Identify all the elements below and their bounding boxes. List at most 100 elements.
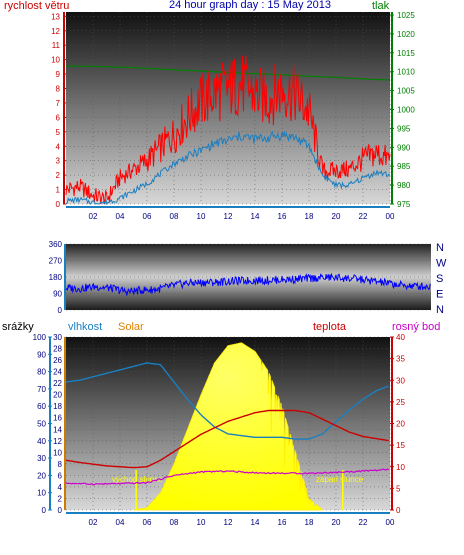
panel1-time-tick-label: 22 (359, 212, 368, 221)
pressure-series-line (65, 65, 391, 81)
panel1-time-tick-label: 20 (332, 212, 341, 221)
wind-speed-tick-label: 6 (56, 113, 61, 122)
panel1-time-tick-label: 04 (116, 212, 125, 221)
compass-tick-label: N (436, 304, 444, 316)
compass-tick-label: N (436, 242, 444, 254)
solar-tick-label: 14 (53, 425, 62, 434)
wind-speed-tick-label: 8 (56, 85, 61, 94)
wind-speed-tick-label: 12 (51, 27, 60, 36)
panel3-time-tick-label: 12 (224, 518, 233, 527)
pressure-tick-label: 975 (397, 200, 411, 209)
pressure-tick-label: 1000 (397, 106, 415, 115)
panel1-time-tick-label: 14 (251, 212, 260, 221)
rain-tick-label: 50 (37, 420, 46, 429)
wind-speed-tick-label: 1 (56, 186, 61, 195)
pressure-tick-label: 1015 (397, 49, 415, 58)
compass-tick-label: S (436, 273, 443, 285)
wind-speed-tick-label: 0 (56, 200, 61, 209)
wind-speed-tick-label: 13 (51, 12, 60, 21)
humidity-series-line (65, 362, 389, 440)
wind-speed-tick-label: 4 (56, 142, 61, 151)
rain-tick-label: 90 (37, 350, 46, 359)
panel1-time-tick-label: 02 (89, 212, 98, 221)
wind-speed-tick-label: 11 (52, 41, 61, 50)
pressure-tick-label: 1005 (397, 87, 415, 96)
solar-tick-label: 24 (53, 368, 62, 377)
solar-tick-label: 20 (53, 391, 62, 400)
dewpoint-axis-label: rosný bod (392, 321, 440, 333)
panel1-time-tick-label: 12 (224, 212, 233, 221)
rain-tick-label: 10 (37, 489, 46, 498)
panel1-time-tick-label: 10 (197, 212, 206, 221)
sunset-annotation: západ slunce (316, 475, 364, 484)
wind-speed-tick-label: 10 (51, 56, 60, 65)
pressure-tick-label: 1025 (397, 11, 415, 20)
solar-tick-label: 28 (53, 345, 62, 354)
panel3-time-tick-label: 18 (305, 518, 314, 527)
panel2-plot-area (66, 244, 431, 310)
solar-tick-label: 10 (53, 448, 62, 457)
solar-tick-label: 6 (58, 471, 63, 480)
compass-tick-label: W (436, 258, 447, 270)
panel1-time-tick-label: 08 (170, 212, 179, 221)
panel3-time-tick-label: 02 (89, 518, 98, 527)
rain-tick-label: 0 (42, 506, 47, 515)
panel3-time-tick-label: 06 (143, 518, 152, 527)
rain-tick-label: 80 (37, 368, 46, 377)
panel3-time-tick-label: 22 (359, 518, 368, 527)
pressure-tick-label: 995 (397, 124, 411, 133)
pressure-axis-label: tlak (372, 0, 390, 12)
pressure-tick-label: 990 (397, 143, 411, 152)
chart-marks: 0123456789101112139759809859909951000100… (33, 11, 447, 527)
temperature-tick-label: 15 (396, 441, 405, 450)
rain-axis-label: srážky (2, 321, 34, 333)
solar-tick-label: 22 (53, 379, 62, 388)
temperature-series-line (65, 409, 389, 469)
temperature-axis-label: teplota (313, 321, 347, 333)
solar-tick-label: 26 (53, 356, 62, 365)
temperature-tick-label: 30 (396, 376, 405, 385)
temperature-tick-label: 10 (396, 463, 405, 472)
panel3-time-tick-label: 00 (386, 518, 395, 527)
wind-direction-tick-label: 0 (58, 306, 63, 315)
solar-axis-label: Solar (118, 321, 144, 333)
wind-speed-tick-label: 3 (56, 157, 61, 166)
solar-tick-label: 30 (53, 333, 62, 342)
compass-tick-label: E (436, 289, 443, 301)
panel1-time-tick-label: 16 (278, 212, 287, 221)
panel1-time-tick-label: 18 (305, 212, 314, 221)
panel3-time-tick-label: 16 (278, 518, 287, 527)
wind-direction-tick-label: 360 (49, 240, 63, 249)
rain-tick-label: 70 (37, 385, 46, 394)
wind-speed-tick-label: 5 (56, 128, 61, 137)
humidity-axis-label: vlhkost (68, 321, 102, 333)
sunrise-annotation: východ slunce (112, 475, 163, 484)
temperature-tick-label: 20 (396, 420, 405, 429)
solar-tick-label: 0 (58, 506, 63, 515)
rain-tick-label: 30 (37, 454, 46, 463)
wind-direction-tick-label: 90 (53, 290, 62, 299)
solar-tick-label: 8 (58, 460, 63, 469)
rain-tick-label: 20 (37, 471, 46, 480)
solar-tick-label: 4 (58, 483, 63, 492)
solar-tick-label: 12 (53, 437, 62, 446)
rain-tick-label: 100 (33, 333, 47, 342)
wind-speed-tick-label: 9 (56, 70, 61, 79)
panel1-time-tick-label: 00 (386, 212, 395, 221)
panel3-time-tick-label: 10 (197, 518, 206, 527)
solar-tick-label: 16 (53, 414, 62, 423)
pressure-tick-label: 980 (397, 181, 411, 190)
panel3-time-tick-label: 20 (332, 518, 341, 527)
dewpoint-series-line (65, 468, 389, 486)
panel3-time-tick-label: 08 (170, 518, 179, 527)
pressure-tick-label: 1010 (397, 68, 415, 77)
wind-average-series-line (66, 130, 391, 206)
temperature-tick-label: 40 (396, 333, 405, 342)
wind-direction-series-line (65, 272, 431, 296)
rain-tick-label: 60 (37, 402, 46, 411)
wind-speed-axis-label: rychlost větru (4, 0, 69, 12)
temperature-tick-label: 5 (396, 484, 401, 493)
wind-direction-tick-label: 180 (49, 273, 63, 282)
